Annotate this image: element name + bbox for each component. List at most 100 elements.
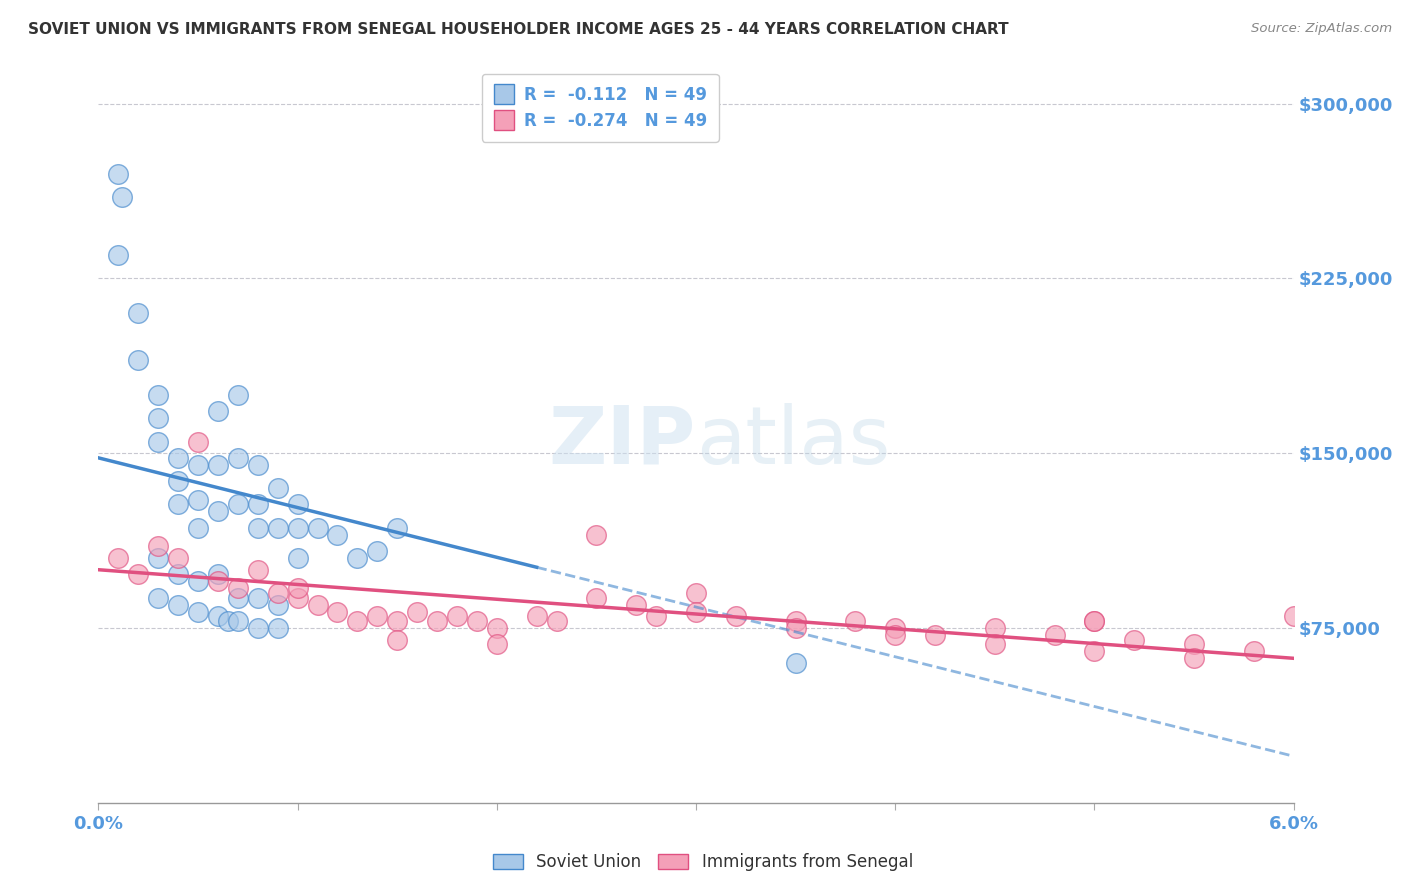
Point — [148, 388, 170, 402]
Point — [187, 605, 209, 619]
Point — [385, 521, 409, 535]
Point — [246, 591, 269, 605]
Point — [1083, 614, 1105, 628]
Point — [465, 614, 488, 628]
Point — [1182, 651, 1205, 665]
Point — [148, 591, 170, 605]
Point — [267, 621, 290, 635]
Point — [1243, 644, 1265, 658]
Point — [111, 190, 134, 204]
Point — [246, 458, 269, 472]
Point — [226, 591, 249, 605]
Point — [267, 481, 290, 495]
Point — [187, 492, 209, 507]
Point — [385, 614, 409, 628]
Point — [148, 551, 170, 566]
Point — [107, 248, 129, 262]
Point — [346, 614, 368, 628]
Point — [685, 586, 707, 600]
Point — [585, 528, 607, 542]
Point — [406, 605, 429, 619]
Point — [287, 551, 309, 566]
Point — [645, 609, 668, 624]
Point — [724, 609, 747, 624]
Point — [346, 551, 368, 566]
Point — [307, 598, 329, 612]
Point — [287, 498, 309, 512]
Point — [246, 498, 269, 512]
Point — [426, 614, 449, 628]
Point — [148, 540, 170, 554]
Point — [785, 656, 807, 670]
Point — [844, 614, 866, 628]
Point — [267, 521, 290, 535]
Point — [217, 614, 239, 628]
Point — [207, 404, 229, 418]
Point — [984, 637, 1007, 651]
Point — [207, 458, 229, 472]
Point — [246, 621, 269, 635]
Point — [187, 521, 209, 535]
Point — [1043, 628, 1066, 642]
Point — [546, 614, 568, 628]
Point — [1282, 609, 1305, 624]
Point — [267, 586, 290, 600]
Point — [226, 582, 249, 596]
Point — [287, 582, 309, 596]
Point — [246, 563, 269, 577]
Point — [485, 621, 508, 635]
Point — [107, 167, 129, 181]
Point — [187, 574, 209, 589]
Point — [226, 388, 249, 402]
Point — [246, 521, 269, 535]
Point — [326, 605, 349, 619]
Point — [267, 598, 290, 612]
Point — [366, 609, 388, 624]
Point — [107, 551, 129, 566]
Point — [207, 574, 229, 589]
Point — [385, 632, 409, 647]
Point — [326, 528, 349, 542]
Point — [626, 598, 648, 612]
Point — [287, 591, 309, 605]
Point — [1083, 644, 1105, 658]
Point — [526, 609, 548, 624]
Point — [307, 521, 329, 535]
Point — [785, 614, 807, 628]
Point — [884, 628, 907, 642]
Point — [585, 591, 607, 605]
Point — [1123, 632, 1146, 647]
Point — [207, 567, 229, 582]
Point — [187, 434, 209, 449]
Point — [366, 544, 388, 558]
Point — [148, 434, 170, 449]
Point — [685, 605, 707, 619]
Point — [167, 450, 190, 465]
Point — [127, 353, 149, 368]
Point — [924, 628, 946, 642]
Legend: Soviet Union, Immigrants from Senegal: Soviet Union, Immigrants from Senegal — [485, 845, 921, 880]
Point — [207, 609, 229, 624]
Text: ZIP: ZIP — [548, 402, 696, 481]
Point — [226, 450, 249, 465]
Point — [287, 521, 309, 535]
Text: Source: ZipAtlas.com: Source: ZipAtlas.com — [1251, 22, 1392, 36]
Point — [167, 498, 190, 512]
Point — [884, 621, 907, 635]
Point — [167, 598, 190, 612]
Point — [127, 567, 149, 582]
Point — [127, 306, 149, 320]
Point — [167, 474, 190, 488]
Point — [207, 504, 229, 518]
Point — [148, 411, 170, 425]
Point — [226, 498, 249, 512]
Point — [167, 551, 190, 566]
Point — [1083, 614, 1105, 628]
Point — [984, 621, 1007, 635]
Point — [167, 567, 190, 582]
Point — [187, 458, 209, 472]
Text: SOVIET UNION VS IMMIGRANTS FROM SENEGAL HOUSEHOLDER INCOME AGES 25 - 44 YEARS CO: SOVIET UNION VS IMMIGRANTS FROM SENEGAL … — [28, 22, 1008, 37]
Text: atlas: atlas — [696, 402, 890, 481]
Point — [1182, 637, 1205, 651]
Point — [785, 621, 807, 635]
